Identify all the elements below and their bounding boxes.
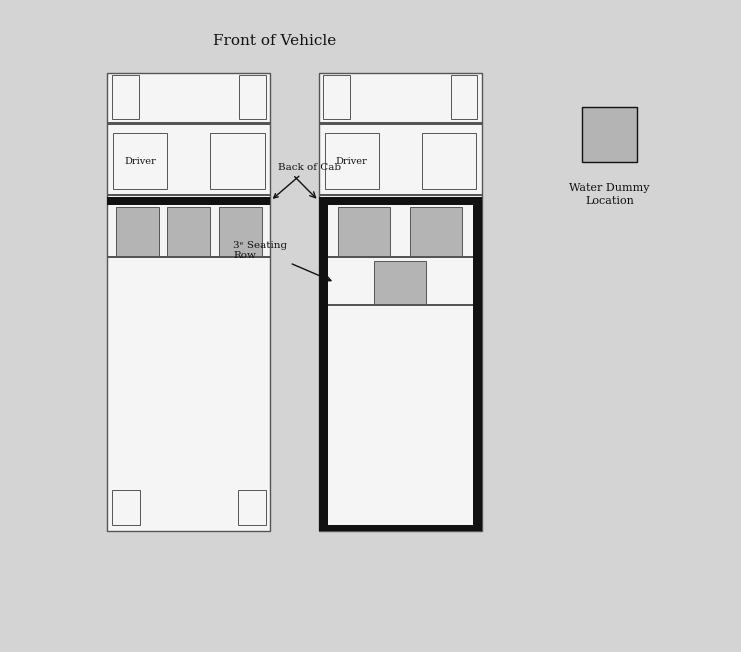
- Bar: [422, 134, 476, 188]
- Bar: [238, 490, 266, 525]
- Bar: [374, 261, 426, 304]
- Bar: [113, 134, 167, 188]
- Bar: [473, 197, 482, 531]
- Bar: [319, 197, 482, 205]
- Bar: [107, 194, 270, 196]
- Text: Back of Cab: Back of Cab: [273, 162, 341, 198]
- Bar: [319, 256, 482, 258]
- Text: 3ᵉ Seating
Row: 3ᵉ Seating Row: [233, 241, 331, 281]
- Bar: [112, 76, 139, 119]
- Bar: [410, 207, 462, 256]
- Text: Front of Vehicle: Front of Vehicle: [213, 34, 336, 48]
- Bar: [112, 490, 140, 525]
- Bar: [325, 134, 379, 188]
- Bar: [210, 134, 265, 188]
- Bar: [239, 76, 266, 119]
- Bar: [107, 72, 270, 531]
- Bar: [319, 525, 482, 531]
- Bar: [451, 76, 477, 119]
- Text: Water Dummy
Location: Water Dummy Location: [569, 183, 650, 206]
- Bar: [319, 197, 328, 531]
- Text: Driver: Driver: [336, 156, 368, 166]
- Bar: [107, 197, 270, 205]
- Bar: [582, 108, 637, 162]
- Bar: [107, 256, 270, 258]
- Bar: [339, 207, 391, 256]
- Bar: [319, 123, 482, 125]
- Bar: [116, 207, 159, 256]
- Bar: [319, 304, 482, 306]
- Bar: [107, 123, 270, 125]
- Bar: [319, 72, 482, 531]
- Bar: [319, 194, 482, 196]
- Bar: [219, 207, 262, 256]
- Bar: [323, 76, 350, 119]
- Text: Driver: Driver: [124, 156, 156, 166]
- Bar: [167, 207, 210, 256]
